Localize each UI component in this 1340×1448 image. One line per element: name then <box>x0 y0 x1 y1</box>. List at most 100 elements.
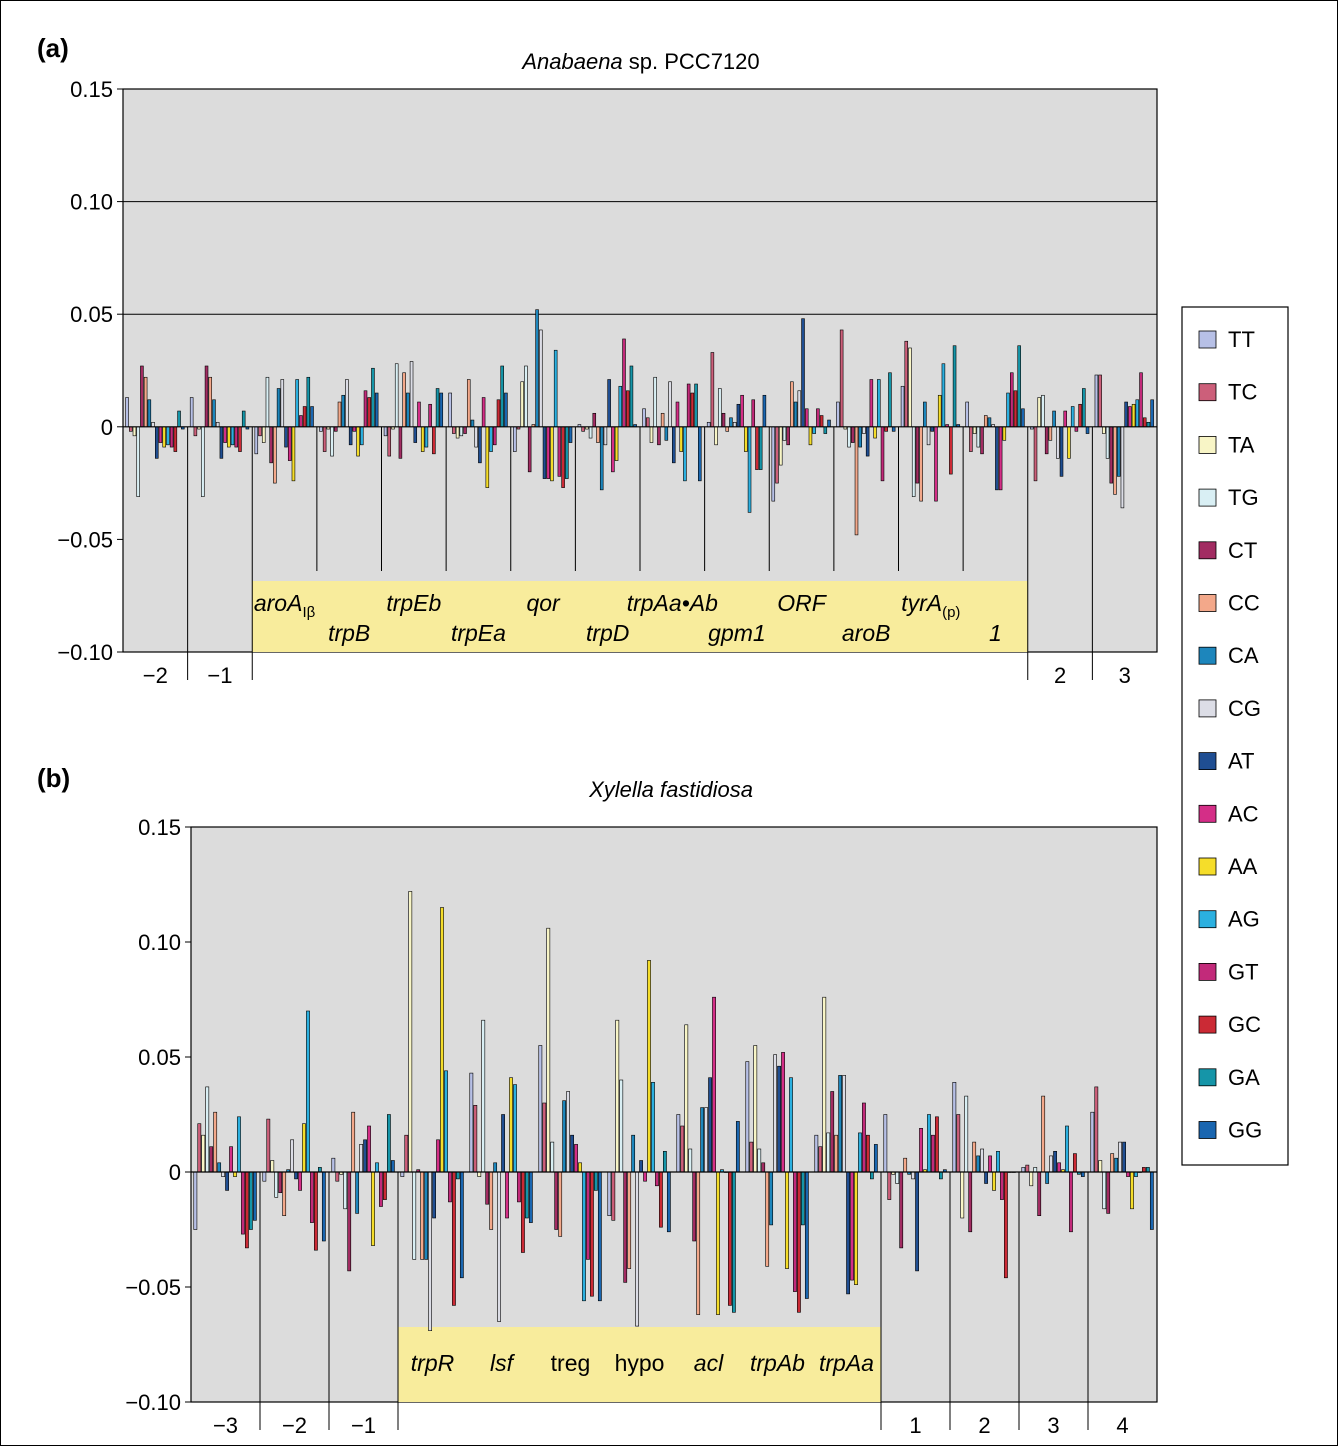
bar-ct <box>209 1146 214 1173</box>
bar-at <box>225 1171 229 1191</box>
legend-swatch <box>1198 435 1217 454</box>
bar-gg <box>374 392 379 428</box>
bar-tg <box>136 426 140 497</box>
bar-ga <box>629 365 634 428</box>
panel-label: (a) <box>37 33 69 63</box>
legend-swatch <box>1198 1068 1217 1087</box>
gene-label: qor <box>526 590 561 616</box>
bar-tt <box>1090 1111 1095 1173</box>
bar-cc <box>466 379 471 428</box>
bar-tt <box>676 1114 681 1173</box>
bar-ga <box>500 365 504 428</box>
bar-aa <box>509 1077 513 1173</box>
bar-tg <box>1102 1171 1107 1210</box>
bar-tg <box>205 1086 210 1173</box>
bar-ag <box>1065 1125 1069 1173</box>
bar-ac <box>1063 410 1067 428</box>
bar-tt <box>189 397 194 428</box>
bar-at <box>639 1160 643 1173</box>
segment-label: −2 <box>143 663 168 688</box>
bar-gg <box>597 1171 602 1302</box>
bar-cc <box>903 1157 908 1173</box>
legend-swatch <box>1198 910 1217 929</box>
bar-at <box>501 1114 505 1173</box>
bar-tt <box>900 385 905 428</box>
bar-ct <box>968 1171 973 1233</box>
bar-cg <box>539 329 543 428</box>
bar-ta <box>684 1024 689 1173</box>
bar-ca <box>406 392 410 428</box>
bar-at <box>984 1171 988 1184</box>
bar-ca <box>470 419 475 428</box>
bar-at <box>930 426 935 432</box>
bar-gt <box>428 403 432 428</box>
segment-label: 2 <box>1054 663 1066 688</box>
bar-tc <box>473 1105 478 1173</box>
gene-name: trpAb <box>750 1350 805 1376</box>
bar-ac <box>158 426 163 443</box>
bar-cg <box>980 1148 984 1173</box>
legend-label: GC <box>1228 1012 1261 1037</box>
bar-ta <box>520 381 524 428</box>
bar-at <box>363 1139 367 1173</box>
bar-tc <box>266 1118 271 1173</box>
bar-tc <box>322 426 327 452</box>
bar-ct <box>899 1171 904 1249</box>
bar-aa <box>356 426 360 457</box>
legend-label: AC <box>1228 801 1259 826</box>
bar-aa <box>550 426 554 482</box>
bar-ga <box>318 1167 322 1173</box>
bar-at <box>284 426 288 448</box>
bar-cg <box>566 1091 570 1173</box>
bar-gt <box>816 408 820 428</box>
bar-at <box>1053 1151 1057 1173</box>
gene-label: aroAIβ <box>254 590 316 621</box>
bar-aa <box>1130 1171 1134 1210</box>
gene-label: acl <box>694 1350 724 1376</box>
bar-ac <box>223 426 227 443</box>
bar-gc <box>521 1171 525 1253</box>
bar-gc <box>1073 1153 1077 1173</box>
bar-aa <box>420 426 425 452</box>
bar-gc <box>1013 390 1018 428</box>
bar-ac <box>352 426 357 432</box>
bar-gt <box>299 415 303 428</box>
bar-ct <box>830 1091 835 1173</box>
y-tick-label: 0 <box>169 1160 181 1185</box>
panel-label: (b) <box>37 763 70 793</box>
legend-swatch <box>1198 804 1217 823</box>
bar-cg <box>704 1107 708 1173</box>
bar-cc <box>983 415 988 428</box>
bar-aa <box>440 907 444 1173</box>
bar-at <box>1122 1141 1126 1173</box>
bar-ca <box>1052 410 1056 428</box>
bar-aa <box>578 1162 582 1173</box>
legend-item-ag: AG <box>1198 907 1260 932</box>
gene-label: treg <box>551 1350 591 1376</box>
bar-ct <box>1106 1171 1111 1214</box>
bar-ga <box>371 367 375 428</box>
bar-gg <box>252 1171 257 1221</box>
bar-ta <box>1102 426 1106 434</box>
bar-gt <box>793 1171 797 1292</box>
gene-name: trpAa <box>819 1350 874 1376</box>
chart-panel-a: 0.15 0.10 0.05 0 −0.05 −0.10 (a) Anabaena sp. P… <box>37 33 1158 688</box>
bar-gc <box>383 1171 387 1200</box>
bar-cg <box>221 1171 226 1177</box>
bar-ga <box>241 410 246 428</box>
bar-cc <box>696 1171 701 1315</box>
bar-ga <box>1082 388 1086 428</box>
chart-title: Anabaena sp. PCC7120 <box>520 49 759 74</box>
bar-cc <box>420 1171 425 1260</box>
bar-tt <box>400 1171 405 1177</box>
bar-tc <box>680 1125 685 1173</box>
legend-swatch <box>1198 330 1217 349</box>
bar-ac <box>298 1171 302 1191</box>
bar-tc <box>335 1171 340 1182</box>
bar-tg <box>481 1019 486 1173</box>
bar-ta <box>1029 1171 1034 1187</box>
y-tick-label: 0.05 <box>138 1045 181 1070</box>
bar-ga <box>939 1171 943 1180</box>
bar-ac <box>287 426 292 461</box>
